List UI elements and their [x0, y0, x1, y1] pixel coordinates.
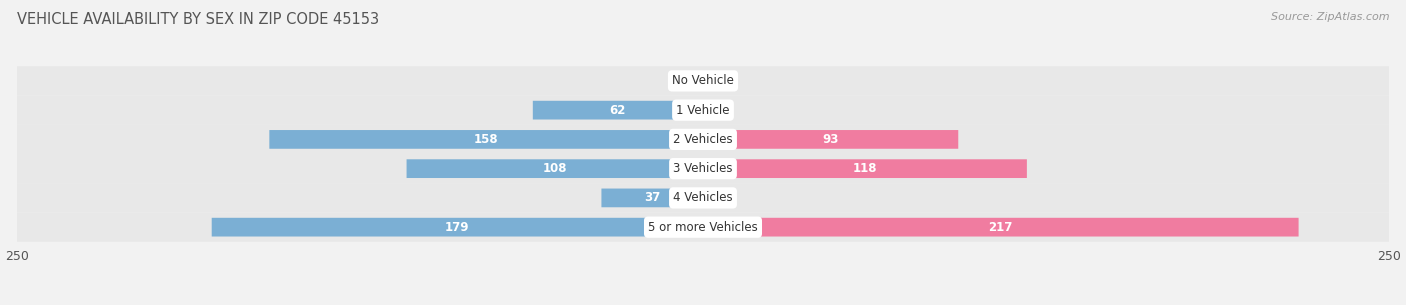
Text: 4 Vehicles: 4 Vehicles — [673, 192, 733, 204]
Text: 217: 217 — [988, 221, 1012, 234]
FancyBboxPatch shape — [17, 183, 1389, 213]
FancyBboxPatch shape — [703, 159, 1026, 178]
Text: 108: 108 — [543, 162, 567, 175]
FancyBboxPatch shape — [703, 130, 959, 149]
Text: 0: 0 — [685, 74, 692, 88]
Text: VEHICLE AVAILABILITY BY SEX IN ZIP CODE 45153: VEHICLE AVAILABILITY BY SEX IN ZIP CODE … — [17, 12, 380, 27]
Text: 93: 93 — [823, 133, 839, 146]
Text: 0: 0 — [714, 192, 721, 204]
FancyBboxPatch shape — [17, 213, 1389, 242]
FancyBboxPatch shape — [17, 95, 1389, 125]
Text: 62: 62 — [610, 104, 626, 117]
Text: 0: 0 — [714, 74, 721, 88]
Text: 118: 118 — [852, 162, 877, 175]
FancyBboxPatch shape — [212, 218, 703, 236]
FancyBboxPatch shape — [17, 125, 1389, 154]
Text: 0: 0 — [714, 104, 721, 117]
FancyBboxPatch shape — [406, 159, 703, 178]
Text: 179: 179 — [446, 221, 470, 234]
Text: 1 Vehicle: 1 Vehicle — [676, 104, 730, 117]
Text: 2 Vehicles: 2 Vehicles — [673, 133, 733, 146]
FancyBboxPatch shape — [17, 154, 1389, 183]
Text: 5 or more Vehicles: 5 or more Vehicles — [648, 221, 758, 234]
FancyBboxPatch shape — [533, 101, 703, 120]
Text: 158: 158 — [474, 133, 499, 146]
Text: No Vehicle: No Vehicle — [672, 74, 734, 88]
Text: Source: ZipAtlas.com: Source: ZipAtlas.com — [1271, 12, 1389, 22]
FancyBboxPatch shape — [602, 188, 703, 207]
FancyBboxPatch shape — [703, 218, 1299, 236]
Text: 3 Vehicles: 3 Vehicles — [673, 162, 733, 175]
Text: 37: 37 — [644, 192, 661, 204]
FancyBboxPatch shape — [17, 66, 1389, 95]
FancyBboxPatch shape — [270, 130, 703, 149]
